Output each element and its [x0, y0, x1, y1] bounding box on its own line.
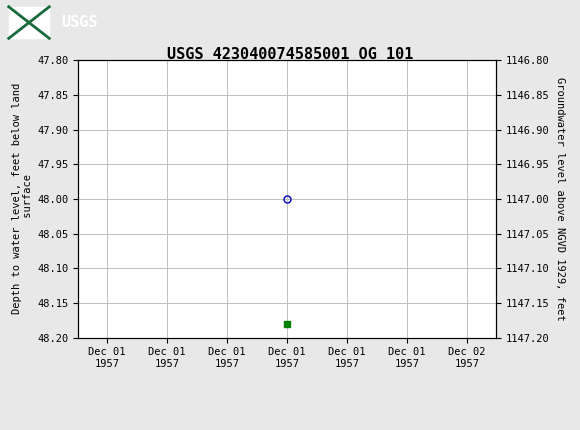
Y-axis label: Groundwater level above NGVD 1929, feet: Groundwater level above NGVD 1929, feet — [555, 77, 565, 321]
Y-axis label: Depth to water level, feet below land
 surface: Depth to water level, feet below land su… — [12, 83, 33, 314]
Text: USGS 423040074585001 OG 101: USGS 423040074585001 OG 101 — [167, 47, 413, 62]
Text: USGS: USGS — [61, 15, 97, 30]
Bar — [9, 7, 49, 38]
